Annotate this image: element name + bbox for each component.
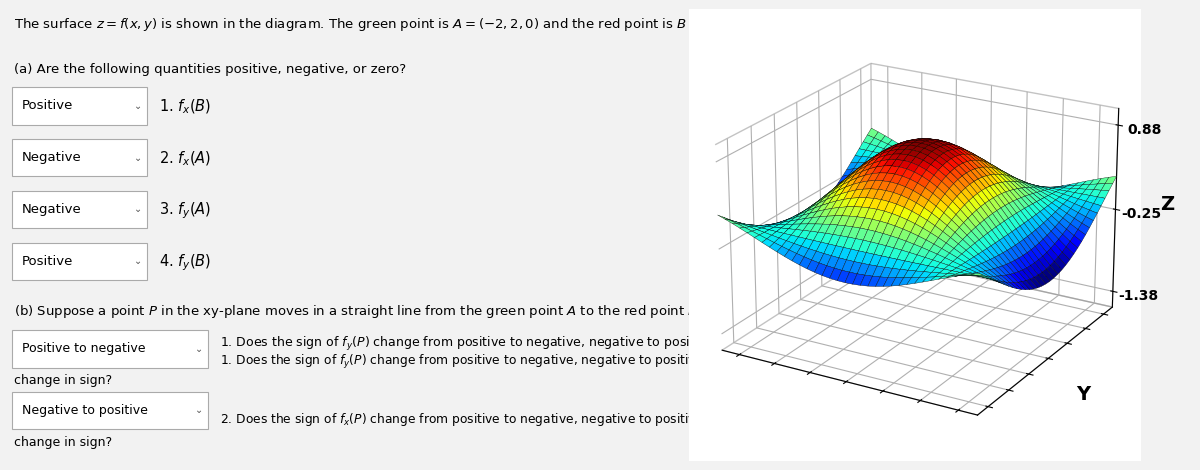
Text: Negative: Negative [22,203,82,216]
Text: 1. $f_x(B)$: 1. $f_x(B)$ [160,98,211,117]
FancyBboxPatch shape [12,139,148,176]
Text: Negative to positive: Negative to positive [22,404,148,416]
Text: ⌄: ⌄ [133,101,142,111]
Text: 4. $f_y(B)$: 4. $f_y(B)$ [160,252,211,273]
Text: 1. Does the sign of $f_y(P)$ change from positive to negative, negative to posit: 1. Does the sign of $f_y(P)$ change from… [221,335,907,353]
Text: Positive: Positive [22,100,73,112]
Text: 2. Does the sign of $f_x(P)$ change from positive to negative, negative to posit: 2. Does the sign of $f_x(P)$ change from… [221,411,794,428]
Text: Positive: Positive [22,255,73,267]
Text: The surface $z = f(x, y)$ is shown in the diagram. The green point is $A = (-2, : The surface $z = f(x, y)$ is shown in th… [13,16,756,33]
FancyBboxPatch shape [12,243,148,280]
FancyBboxPatch shape [12,87,148,125]
FancyBboxPatch shape [12,392,208,429]
Text: ⌄: ⌄ [194,344,203,354]
Text: 2. $f_x(A)$: 2. $f_x(A)$ [160,149,211,168]
Text: Positive to negative: Positive to negative [22,343,145,355]
FancyBboxPatch shape [12,330,208,368]
Text: ⌄: ⌄ [133,256,142,266]
Y-axis label: Y: Y [1076,384,1091,404]
Text: ⌄: ⌄ [194,405,203,415]
Text: ⌄: ⌄ [133,204,142,214]
Text: (a) Are the following quantities positive, negative, or zero?: (a) Are the following quantities positiv… [13,63,406,77]
Text: ⌄: ⌄ [133,153,142,163]
Text: (b) Suppose a point $P$ in the xy-plane moves in a straight line from the green : (b) Suppose a point $P$ in the xy-plane … [13,303,701,320]
Text: change in sign?: change in sign? [13,374,112,387]
FancyBboxPatch shape [12,191,148,228]
Text: change in sign?: change in sign? [13,436,112,449]
Text: Negative: Negative [22,151,82,164]
Text: 1. Does the sign of $f_y(P)$ change from positive to negative, negative to posit: 1. Does the sign of $f_y(P)$ change from… [221,353,794,371]
Text: 3. $f_y(A)$: 3. $f_y(A)$ [160,200,211,221]
